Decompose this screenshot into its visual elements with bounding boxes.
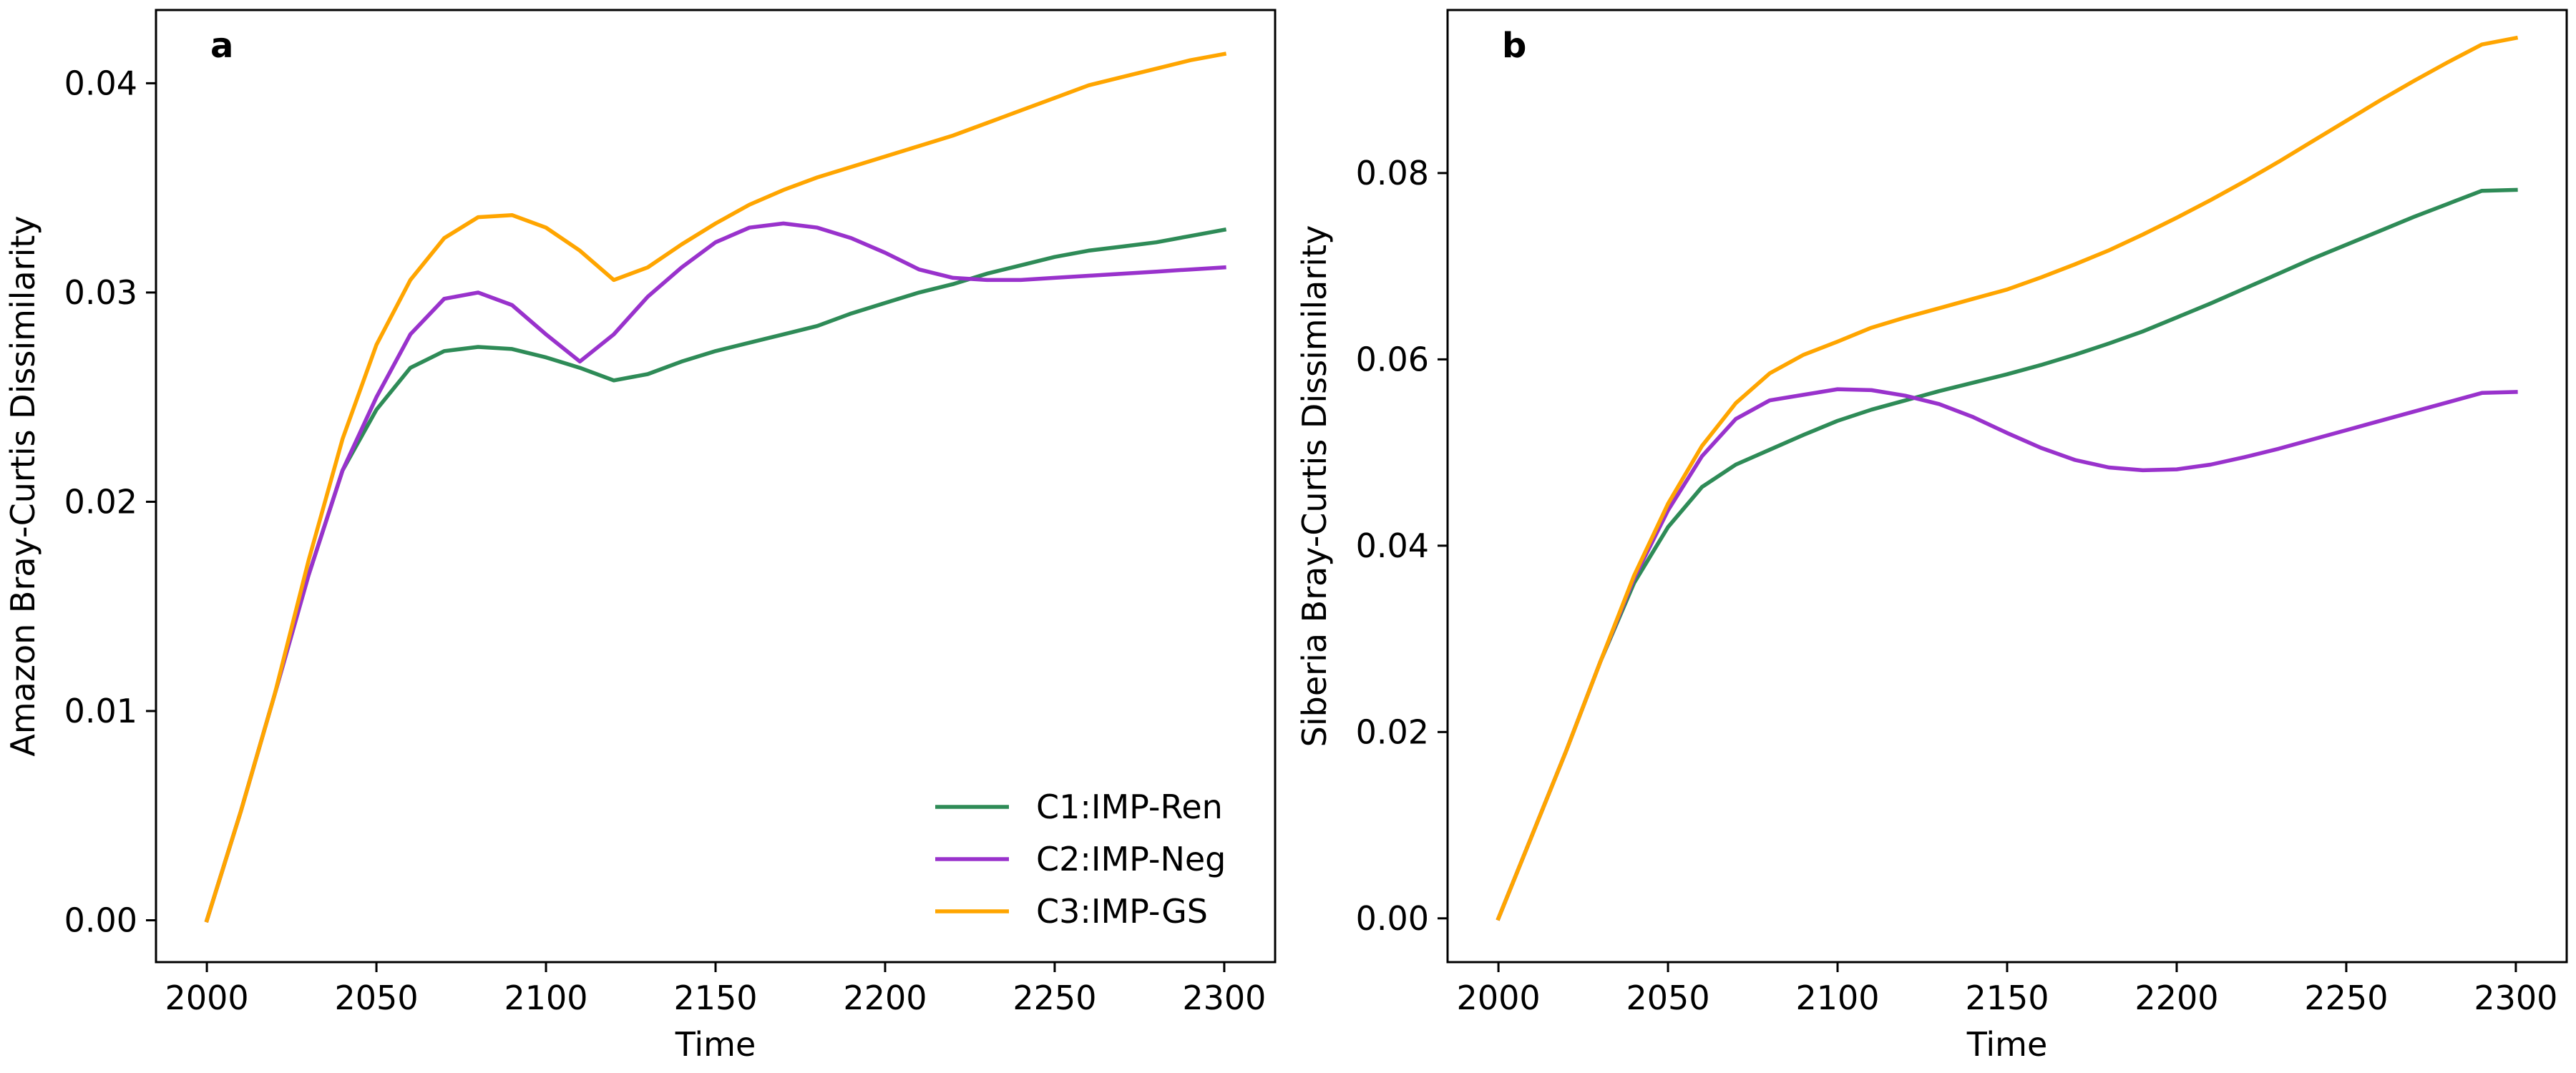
x-axis-label: Time [1966, 1025, 2048, 1064]
legend-label: C2:IMP-Neg [1036, 840, 1226, 878]
x-tick-label: 2200 [2135, 979, 2218, 1017]
x-tick-label: 2050 [1626, 979, 1710, 1017]
x-tick-label: 2150 [673, 979, 757, 1017]
series-line-c1-imp-ren [1496, 187, 2518, 921]
series-line-c2-imp-neg [204, 221, 1226, 923]
x-tick-label: 2100 [504, 979, 587, 1017]
x-tick-label: 2050 [335, 979, 419, 1017]
y-axis-label: Siberia Bray-Curtis Dissimilarity [1295, 225, 1334, 748]
y-tick-label: 0.00 [64, 901, 137, 939]
x-axis-label: Time [675, 1025, 756, 1064]
series-line-c3-imp-gs [204, 52, 1227, 923]
series-line-c3-imp-gs [1496, 35, 2519, 921]
panel-label: b [1502, 26, 1526, 66]
y-tick-label: 0.00 [1356, 899, 1429, 938]
y-tick-label: 0.04 [1356, 526, 1429, 565]
series-line-c1-imp-ren [204, 227, 1227, 923]
y-axis-label: Amazon Bray-Curtis Dissimilarity [4, 215, 42, 756]
x-tick-label: 2000 [1457, 979, 1541, 1017]
panel-a: 2000 2050 2100 2150 2200 2250 2300 0.00 0.01 0.02… [4, 9, 1277, 1064]
x-tick-label: 2200 [843, 979, 927, 1017]
x-tick-label: 2000 [165, 979, 249, 1017]
panel-label: a [210, 26, 233, 66]
x-tick-label: 2300 [1182, 979, 1266, 1017]
panel-b: 2000 2050 2100 2150 2200 2250 2300 0.00 0.02 0.04… [1295, 9, 2568, 1064]
y-tick-label: 0.03 [64, 273, 137, 312]
y-tick-label: 0.08 [1356, 154, 1429, 192]
legend-label: C3:IMP-GS [1036, 892, 1208, 931]
y-tick-label: 0.04 [64, 64, 137, 102]
y-tick-label: 0.01 [64, 692, 137, 730]
y-tick-label: 0.06 [1356, 340, 1429, 378]
x-tick-label: 2300 [2474, 979, 2557, 1017]
x-tick-label: 2250 [1013, 979, 1096, 1017]
x-tick-label: 2150 [1965, 979, 2049, 1017]
legend: C1:IMP-Ren C2:IMP-Neg C3:IMP-GS [935, 788, 1226, 931]
x-tick-label: 2250 [2304, 979, 2388, 1017]
y-tick-label: 0.02 [1356, 712, 1429, 751]
y-tick-label: 0.02 [64, 482, 137, 521]
series-line-c2-imp-neg [1496, 387, 2518, 921]
legend-label: C1:IMP-Ren [1036, 788, 1223, 826]
x-tick-label: 2100 [1795, 979, 1879, 1017]
axes-frame [1446, 9, 2568, 964]
